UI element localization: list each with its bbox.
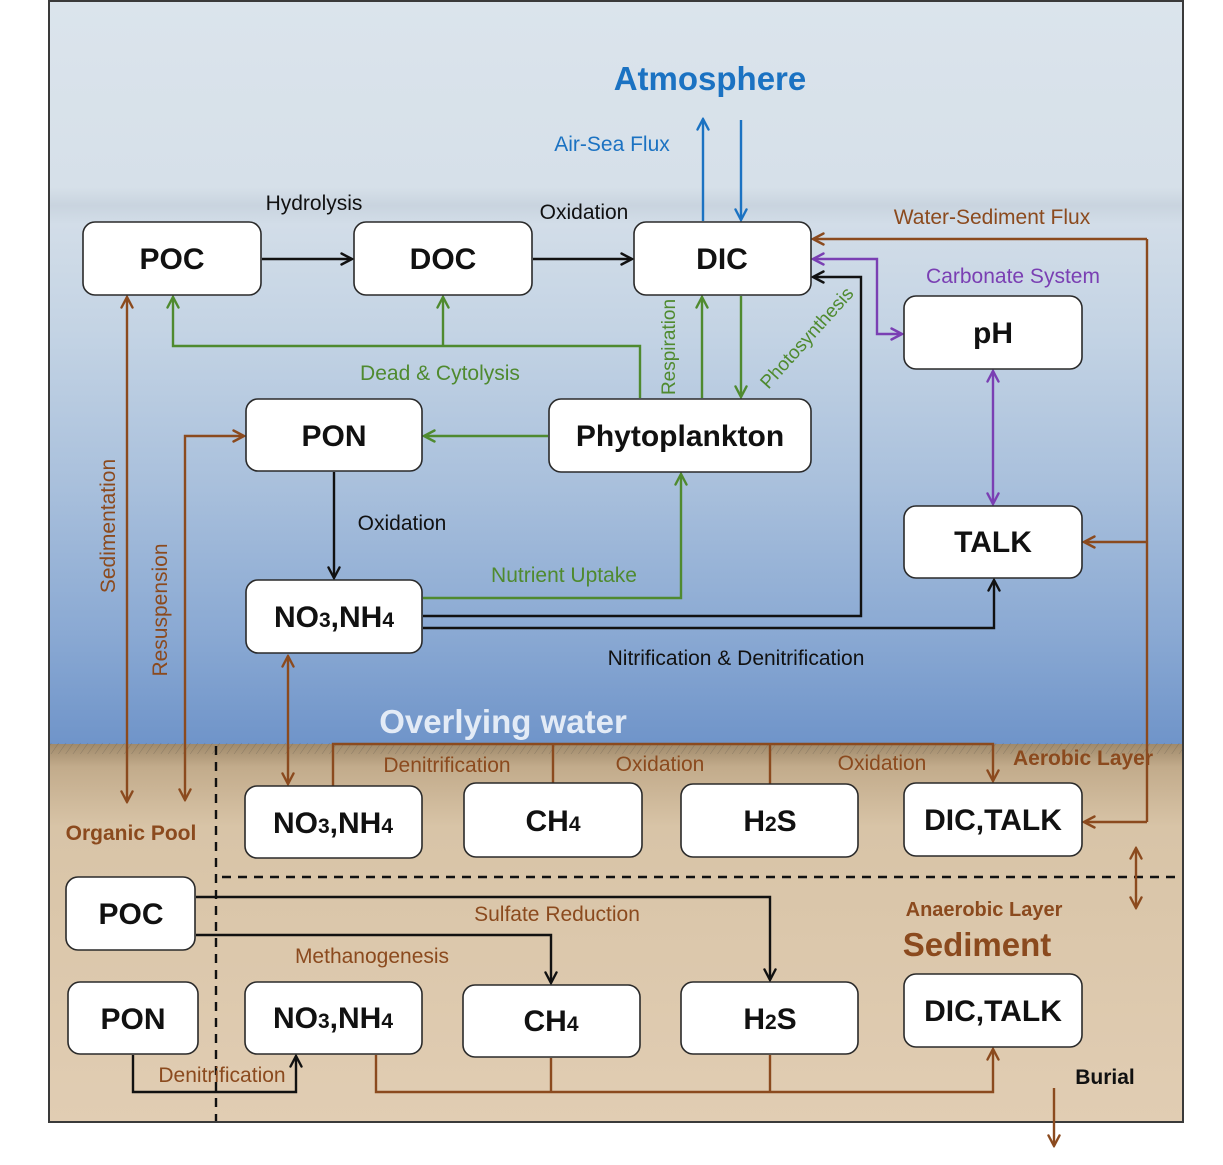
region-sediment: Sediment bbox=[903, 926, 1052, 963]
node-ch4-aerobic: CH4 bbox=[463, 782, 643, 858]
region-overlying-water: Overlying water bbox=[379, 703, 627, 740]
node-dic-talk-aerobic-label: DIC,TALK bbox=[924, 804, 1062, 837]
node-pon-sediment-label: PON bbox=[100, 1003, 165, 1036]
label-dead-cytolysis: Dead & Cytolysis bbox=[360, 362, 520, 385]
node-no3nh4-anaerobic-box bbox=[244, 981, 423, 1055]
arrow-dead-cytolysis-poc bbox=[173, 297, 642, 398]
node-no3nh4-aerobic-label: NO3,NH4 bbox=[273, 807, 393, 840]
label-denitrification-aerobic: Denitrification bbox=[383, 754, 510, 777]
label-water-sediment-flux: Water-Sediment Flux bbox=[894, 206, 1091, 229]
label-burial: Burial bbox=[1075, 1066, 1135, 1089]
label-hydrolysis: Hydrolysis bbox=[266, 192, 363, 215]
node-h2s-anaerobic-label: H2S bbox=[743, 1003, 796, 1036]
node-dic-talk-aerobic: DIC,TALK bbox=[903, 782, 1083, 857]
node-dic-talk-anaerobic: DIC,TALK bbox=[903, 973, 1083, 1048]
water-background bbox=[49, 1, 1183, 745]
node-no3nh4-water-label: NO3,NH4 bbox=[274, 601, 394, 634]
node-phytoplankton-box bbox=[548, 398, 812, 473]
node-poc-sediment: POC bbox=[65, 876, 196, 951]
label-nutrient-uptake: Nutrient Uptake bbox=[491, 564, 637, 587]
node-no3nh4-anaerobic: NO3,NH4 bbox=[244, 981, 423, 1055]
node-poc: POC bbox=[82, 221, 262, 296]
diagram-frame bbox=[48, 0, 1184, 1123]
label-oxidation-doc: Oxidation bbox=[540, 201, 629, 224]
node-no3nh4-anaerobic-label: NO3,NH4 bbox=[273, 1002, 393, 1035]
arrow-aerobic-to-dic-talk bbox=[331, 742, 993, 786]
node-poc-box bbox=[82, 221, 262, 296]
label-methanogenesis: Methanogenesis bbox=[295, 945, 449, 968]
label-sulfate-reduction: Sulfate Reduction bbox=[474, 903, 640, 926]
node-doc-label: DOC bbox=[410, 243, 477, 276]
region-atmosphere: Atmosphere bbox=[614, 60, 807, 97]
node-pon-box bbox=[245, 398, 423, 472]
node-pon-sediment: PON bbox=[67, 981, 199, 1055]
node-h2s-aerobic: H2S bbox=[680, 783, 859, 858]
region-organic-pool: Organic Pool bbox=[66, 822, 197, 845]
node-talk: TALK bbox=[903, 505, 1083, 579]
node-no3nh4-aerobic: NO3,NH4 bbox=[244, 785, 423, 859]
label-oxidation-h2s: Oxidation bbox=[838, 752, 927, 775]
region-aerobic-layer: Aerobic Layer bbox=[1013, 747, 1153, 770]
node-poc-sediment-box bbox=[65, 876, 196, 951]
label-resuspension: Resuspension bbox=[149, 543, 172, 676]
arrow-no3nh4-to-talk bbox=[423, 580, 994, 630]
node-ch4-anaerobic: CH4 bbox=[462, 984, 641, 1058]
arrow-sed-poc-to-h2s bbox=[196, 895, 770, 980]
node-dic: DIC bbox=[633, 221, 812, 296]
node-ph-box bbox=[903, 295, 1083, 370]
node-h2s-anaerobic: H2S bbox=[680, 981, 859, 1055]
arrow-sed-pon-to-no3nh4 bbox=[131, 1055, 296, 1094]
node-dic-talk-anaerobic-label: DIC,TALK bbox=[924, 995, 1062, 1028]
node-dic-box bbox=[633, 221, 812, 296]
node-ch4-anaerobic-box bbox=[462, 984, 641, 1058]
node-ch4-aerobic-label: CH4 bbox=[525, 805, 580, 838]
node-poc-label: POC bbox=[139, 243, 204, 276]
node-phytoplankton-label: Phytoplankton bbox=[576, 420, 784, 453]
label-oxidation-ch4: Oxidation bbox=[616, 753, 705, 776]
node-ch4-aerobic-box bbox=[463, 782, 643, 858]
label-denitrification-anaerobic: Denitrification bbox=[158, 1064, 285, 1087]
node-no3nh4-water: NO3,NH4 bbox=[245, 579, 423, 654]
node-ph-label: pH bbox=[973, 317, 1013, 350]
label-carbonate-system: Carbonate System bbox=[926, 265, 1100, 288]
node-no3nh4-aerobic-box bbox=[244, 785, 423, 859]
label-sedimentation: Sedimentation bbox=[97, 459, 120, 593]
arrow-nutrient-uptake bbox=[423, 474, 681, 600]
node-dic-talk-anaerobic-box bbox=[903, 973, 1083, 1048]
node-doc-box bbox=[353, 221, 533, 296]
label-respiration: Respiration bbox=[659, 299, 680, 395]
node-h2s-anaerobic-box bbox=[680, 981, 859, 1055]
sediment-surface-hatch bbox=[49, 743, 1183, 754]
node-no3nh4-water-box bbox=[245, 579, 423, 654]
node-doc: DOC bbox=[353, 221, 533, 296]
node-pon: PON bbox=[245, 398, 423, 472]
node-poc-sediment-label: POC bbox=[98, 898, 163, 931]
node-phytoplankton: Phytoplankton bbox=[548, 398, 812, 473]
arrow-dic-ph bbox=[813, 259, 902, 334]
region-anaerobic-layer: Anaerobic Layer bbox=[906, 899, 1063, 921]
node-ch4-anaerobic-label: CH4 bbox=[523, 1005, 578, 1038]
node-dic-label: DIC bbox=[696, 243, 748, 276]
label-nitrification-denitrification: Nitrification & Denitrification bbox=[608, 647, 865, 670]
node-dic-talk-aerobic-box bbox=[903, 782, 1083, 857]
node-talk-label: TALK bbox=[954, 526, 1032, 559]
node-h2s-aerobic-box bbox=[680, 783, 859, 858]
label-air-sea-flux: Air-Sea Flux bbox=[554, 133, 670, 156]
arrow-resuspension bbox=[185, 436, 244, 800]
node-ph: pH bbox=[903, 295, 1083, 370]
label-oxidation-pon: Oxidation bbox=[358, 512, 447, 535]
arrow-anaerobic-to-dic-talk bbox=[374, 1049, 993, 1094]
node-pon-label: PON bbox=[301, 420, 366, 453]
node-h2s-aerobic-label: H2S bbox=[743, 805, 796, 838]
node-talk-box bbox=[903, 505, 1083, 579]
arrow-sed-poc-to-ch4 bbox=[196, 933, 551, 983]
node-pon-sediment-box bbox=[67, 981, 199, 1055]
